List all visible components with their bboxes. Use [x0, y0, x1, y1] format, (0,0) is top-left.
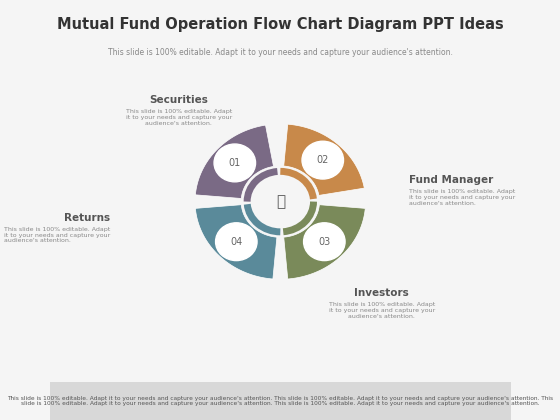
- Text: This slide is 100% editable. Adapt it to your needs and capture your audience's : This slide is 100% editable. Adapt it to…: [7, 396, 553, 407]
- Text: Mutual Fund Operation Flow Chart Diagram PPT Ideas: Mutual Fund Operation Flow Chart Diagram…: [57, 17, 503, 32]
- Circle shape: [304, 223, 345, 260]
- Text: This slide is 100% editable. Adapt
it to your needs and capture your
audience's : This slide is 100% editable. Adapt it to…: [409, 189, 516, 206]
- Text: Investors: Investors: [354, 288, 409, 298]
- Circle shape: [302, 141, 343, 179]
- Text: 04: 04: [230, 237, 242, 247]
- Text: 👥: 👥: [276, 194, 285, 209]
- Circle shape: [216, 223, 257, 260]
- Text: This slide is 100% editable. Adapt it to your needs and capture your audience's : This slide is 100% editable. Adapt it to…: [108, 48, 452, 57]
- Text: This slide is 100% editable. Adapt
it to your needs and capture your
audience's : This slide is 100% editable. Adapt it to…: [3, 227, 110, 244]
- Text: 01: 01: [228, 158, 241, 168]
- Text: This slide is 100% editable. Adapt
it to your needs and capture your
audience's : This slide is 100% editable. Adapt it to…: [126, 109, 232, 126]
- Text: 02: 02: [316, 155, 329, 165]
- FancyBboxPatch shape: [50, 382, 511, 420]
- Polygon shape: [195, 205, 277, 279]
- Circle shape: [214, 144, 255, 182]
- Text: This slide is 100% editable. Adapt
it to your needs and capture your
audience's : This slide is 100% editable. Adapt it to…: [329, 302, 435, 319]
- Polygon shape: [284, 205, 365, 279]
- Text: 03: 03: [318, 237, 330, 247]
- Text: Fund Manager: Fund Manager: [409, 175, 494, 185]
- Polygon shape: [284, 124, 365, 195]
- Polygon shape: [195, 125, 273, 199]
- Text: Securities: Securities: [150, 95, 208, 105]
- Text: Returns: Returns: [64, 213, 110, 223]
